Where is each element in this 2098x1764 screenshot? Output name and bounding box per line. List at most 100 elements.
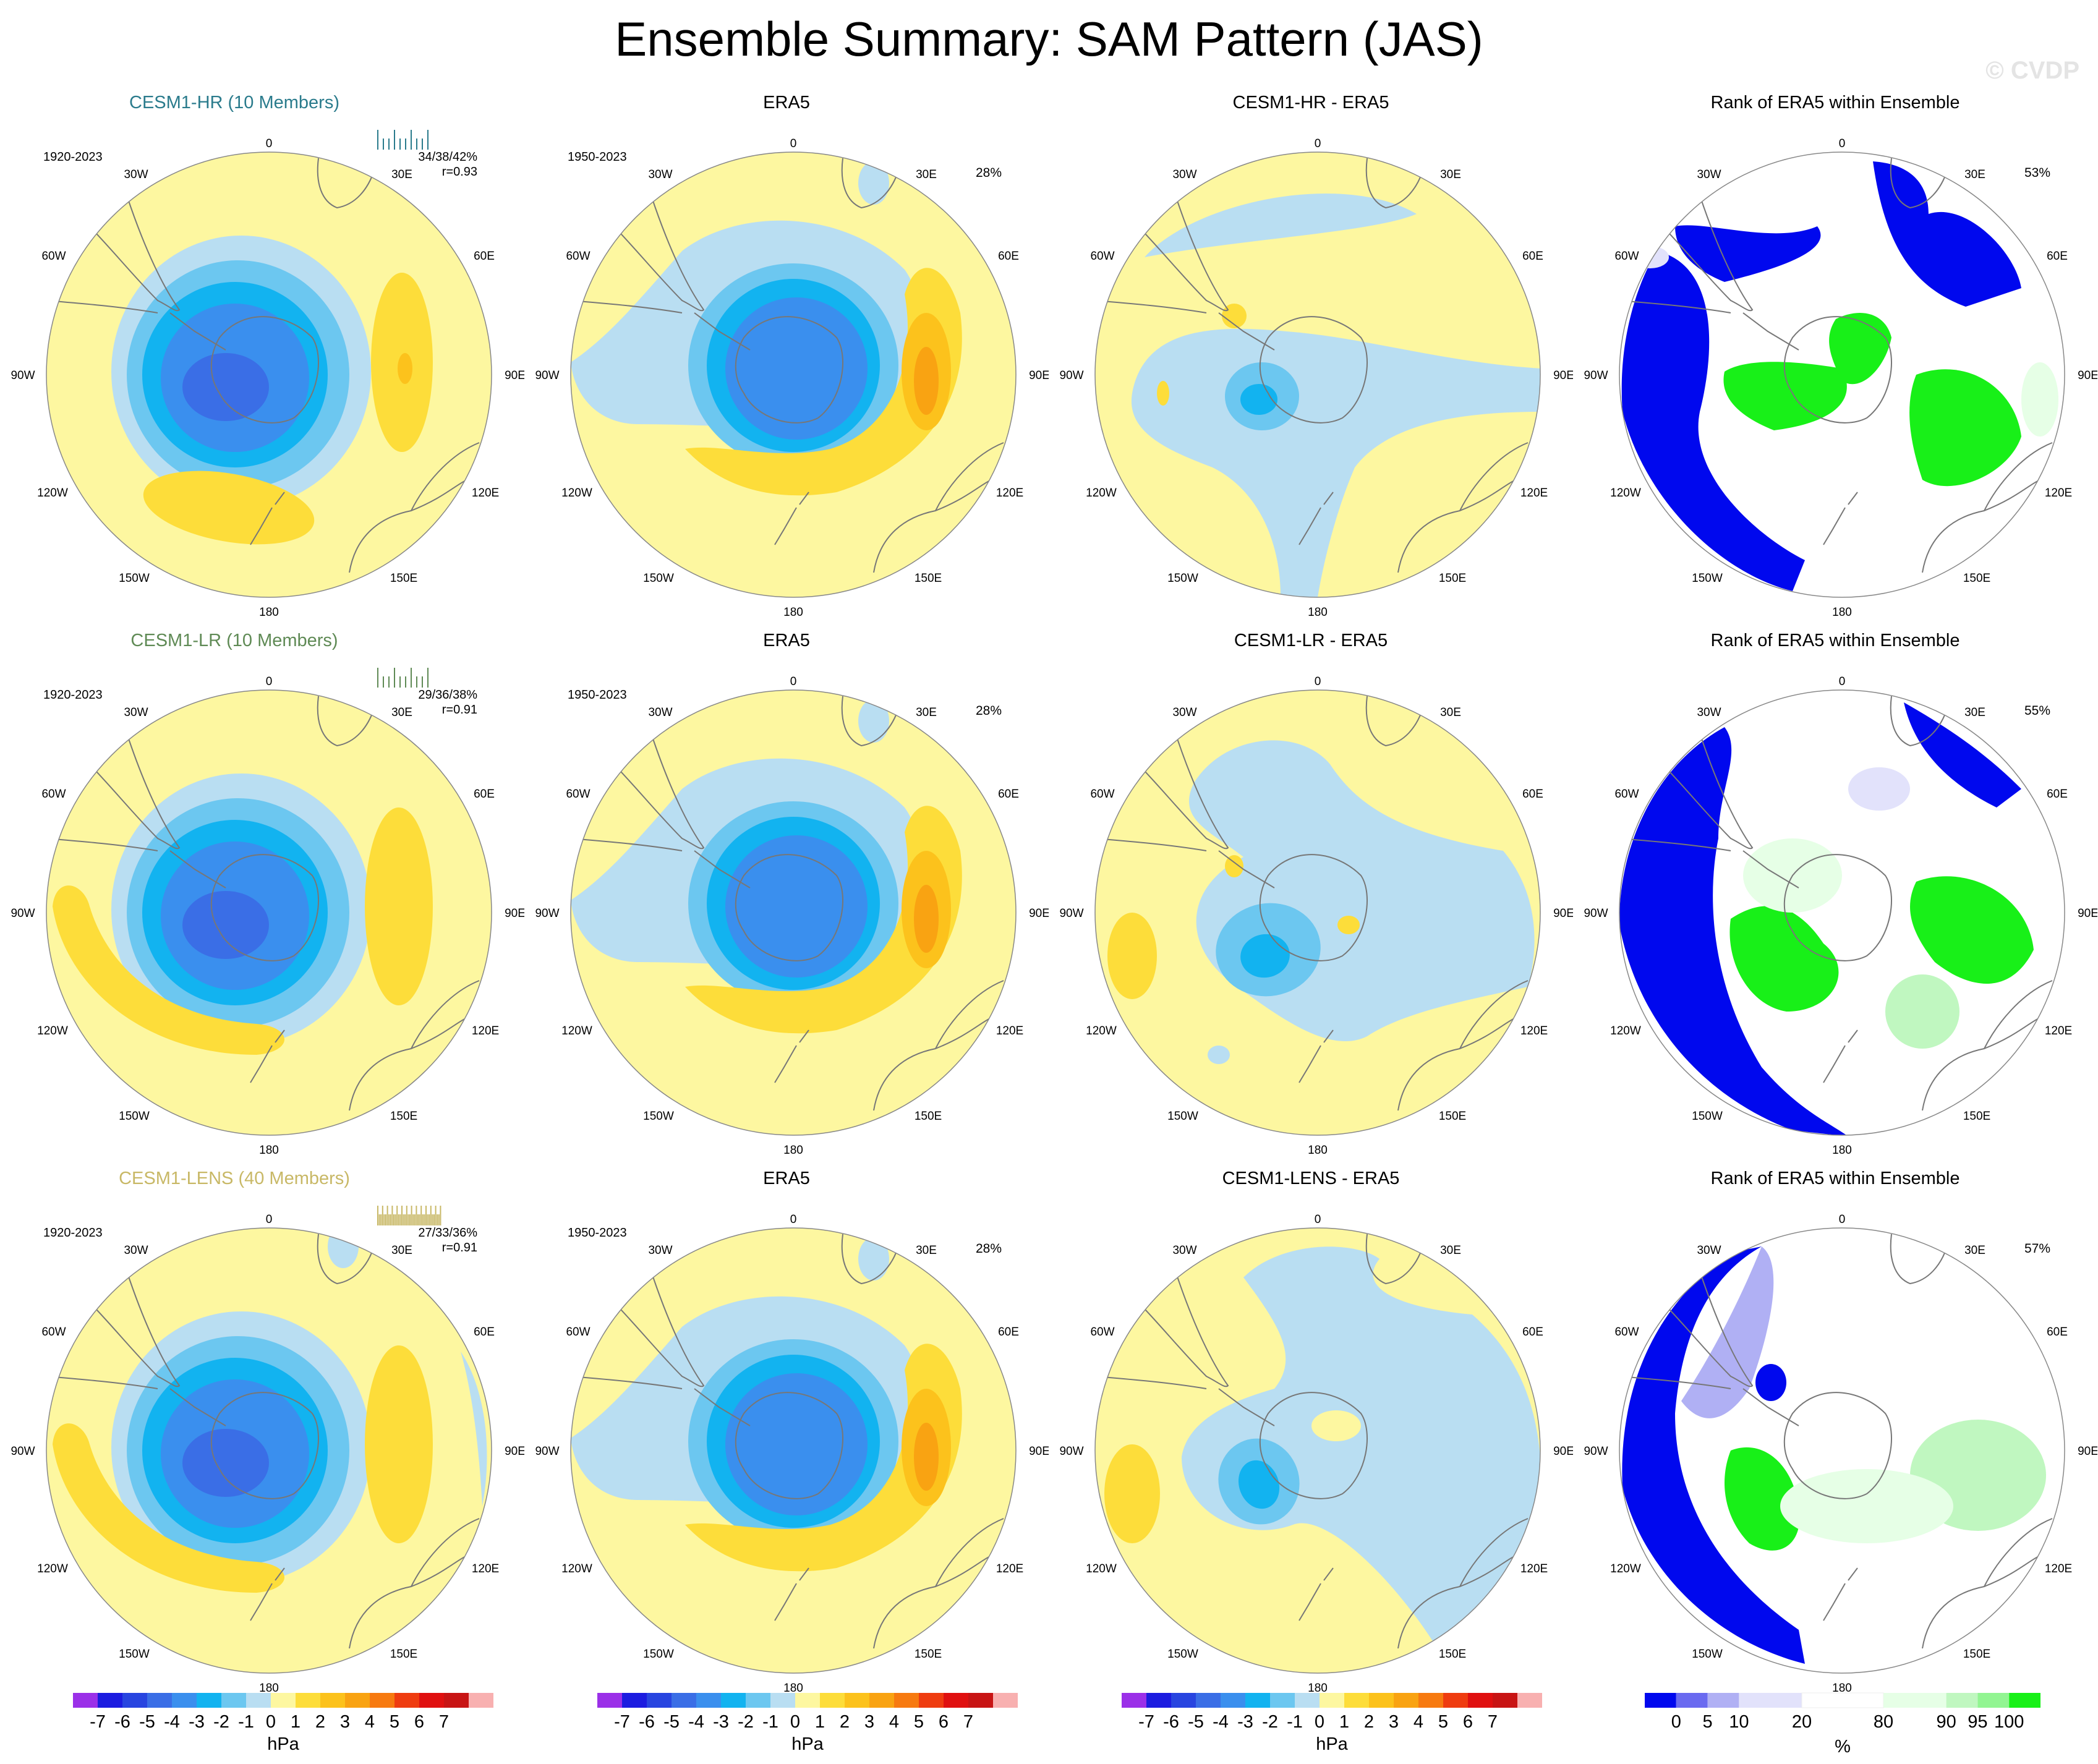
- label-lon-150e: 150E: [390, 572, 417, 585]
- colorbar-tick-label: -1: [238, 1712, 254, 1732]
- member-tick: [420, 1206, 422, 1225]
- colorbar-swatch: [919, 1693, 944, 1708]
- label-lon-60w: 60W: [1614, 788, 1639, 801]
- antarctic-peninsula: [1742, 850, 1799, 888]
- new-zealand-coastline: [1823, 492, 1858, 545]
- contour-neg-north: [1145, 194, 1417, 257]
- member-tick: [388, 138, 390, 150]
- colorbar-swatch: [770, 1693, 795, 1708]
- label-lon-90e: 90E: [1553, 369, 1573, 382]
- colorbar-swatch: [147, 1693, 172, 1708]
- south-america-west-coast: [1095, 838, 1207, 851]
- contour-pos-tiny: [1157, 381, 1169, 406]
- colorbar-tick-label: 5: [914, 1712, 924, 1732]
- member-tick: [422, 1214, 424, 1225]
- africa-coastline: [841, 696, 899, 747]
- member-tick: [416, 676, 417, 688]
- label-lon-120e: 120E: [996, 1562, 1023, 1575]
- label-lon-90e: 90E: [1029, 369, 1049, 382]
- australia-coastline: [349, 479, 467, 573]
- antarctic-peninsula: [1742, 312, 1799, 351]
- contour-neg-africa: [858, 1237, 889, 1280]
- colorbar-tick-label: -7: [1138, 1712, 1154, 1732]
- rank-high-2: [1910, 876, 2034, 984]
- member-tick: [433, 1214, 435, 1225]
- colorbar-swatch: [271, 1693, 296, 1708]
- rank-low-west: [1621, 251, 1805, 591]
- map-field: [1619, 158, 2058, 591]
- map-field: [571, 696, 1004, 1111]
- pattern-correlation: r=0.93: [442, 165, 477, 179]
- colorbar-swatch: [246, 1693, 271, 1708]
- label-lon-150w: 150W: [1692, 1648, 1723, 1661]
- africa-coastline: [1890, 1234, 1948, 1285]
- label-lon-30w: 30W: [1172, 168, 1196, 181]
- australia-coastline: [873, 1555, 992, 1649]
- polar-map: 0 180 30W 30E 60W 60E 90W 90E 120W 120E 150W 150E 19…: [535, 137, 1049, 619]
- colorbar-tick-label: 7: [1488, 1712, 1498, 1732]
- label-lon-30w: 30W: [1172, 1244, 1196, 1257]
- africa-coastline: [841, 1234, 899, 1285]
- contour-neg-main: [1182, 1246, 1540, 1655]
- contour-pos-3: [914, 885, 939, 953]
- label-lon-30e: 30E: [916, 168, 937, 181]
- south-america-coastline: [1656, 733, 1754, 850]
- panel-lr-rank: Rank of ERA5 within Ensemble 0 180 30W 30E 60…: [1573, 631, 2097, 1167]
- australia-coastline: [349, 1555, 467, 1649]
- member-tick: [427, 1214, 429, 1225]
- panel-title: CESM1-HR (10 Members): [129, 93, 339, 113]
- pct-variance-stats: 27/33/36%: [418, 1226, 477, 1240]
- antarctic-peninsula: [694, 312, 751, 351]
- panel-title: Rank of ERA5 within Ensemble: [1710, 1169, 1960, 1188]
- contour-neg-africa: [328, 1228, 359, 1268]
- label-lon-90e: 90E: [2078, 1445, 2097, 1458]
- label-lon-90e: 90E: [1029, 1445, 1049, 1458]
- rank-colorbar-swatch: [1977, 1693, 2010, 1708]
- label-lon-60e: 60E: [1522, 1326, 1543, 1339]
- member-tick: [394, 668, 395, 688]
- pct-variance: 55%: [2024, 704, 2050, 718]
- member-tick: [432, 1214, 433, 1225]
- member-tick: [411, 1206, 412, 1225]
- colorbar-swatch: [672, 1693, 696, 1708]
- rank-high-2: [1829, 313, 1891, 385]
- cvdp-watermark: © CVDP: [1985, 57, 2079, 84]
- label-lon-120w: 120W: [1086, 1562, 1117, 1575]
- label-lon-90e: 90E: [2078, 907, 2097, 920]
- panel-lens-rank: Rank of ERA5 within Ensemble 0 180 30W 30E 60…: [1573, 1169, 2097, 1705]
- label-lon-120e: 120E: [996, 1025, 1023, 1038]
- colorbar-swatch: [172, 1693, 197, 1708]
- member-tick: [398, 1214, 399, 1225]
- rank-colorbar-swatch: [1883, 1693, 1947, 1708]
- colorbar-svg: -7 -6 -5 -4 -3 -2 -1 0 1 2 3 4 5 6 7 hPa: [597, 1693, 1018, 1754]
- label-lon-60w: 60W: [566, 1326, 590, 1339]
- colorbar-swatch: [98, 1693, 122, 1708]
- panel-lens-diff: CESM1-LENS - ERA5 0 180 30W 30E 60W 60E 90W 90E 1…: [1049, 1169, 1573, 1705]
- africa-coastline: [1890, 158, 1948, 209]
- new-zealand-coastline: [250, 1567, 285, 1621]
- label-lon-60w: 60W: [41, 1326, 66, 1339]
- label-lon-30w: 30W: [124, 706, 148, 719]
- label-lon-120e: 120E: [1520, 1562, 1548, 1575]
- new-zealand-coastline: [250, 492, 285, 545]
- label-lon-90w: 90W: [535, 907, 559, 920]
- label-lon-30e: 30E: [391, 168, 412, 181]
- rank-colorbar-tick-label: 90: [1936, 1712, 1956, 1732]
- label-lon-150e: 150E: [915, 1110, 942, 1123]
- antarctic-peninsula: [169, 1388, 226, 1426]
- south-america-coastline: [83, 195, 181, 312]
- australia-south-coast: [1984, 1518, 2053, 1587]
- colorbar-tick-label: 0: [790, 1712, 800, 1732]
- colorbar-swatch: [122, 1693, 147, 1708]
- polar-map: 0 180 30W 30E 60W 60E 90W 90E 120W 120E 150W 150E 19…: [11, 1206, 524, 1695]
- australia-south-coast: [1459, 1518, 1529, 1587]
- colorbar-unit: hPa: [1316, 1734, 1348, 1754]
- member-tick: [424, 1214, 425, 1225]
- map-border: [1094, 1227, 1541, 1674]
- rank-colorbar-tick-label: 80: [1874, 1712, 1893, 1732]
- antarctica-coastline: [1259, 854, 1368, 961]
- rank-faint-green-2: [1885, 974, 1959, 1049]
- label-lon-120w: 120W: [1086, 487, 1117, 500]
- label-lon-120e: 120E: [2045, 1025, 2072, 1038]
- colorbar-tick-label: 2: [840, 1712, 850, 1732]
